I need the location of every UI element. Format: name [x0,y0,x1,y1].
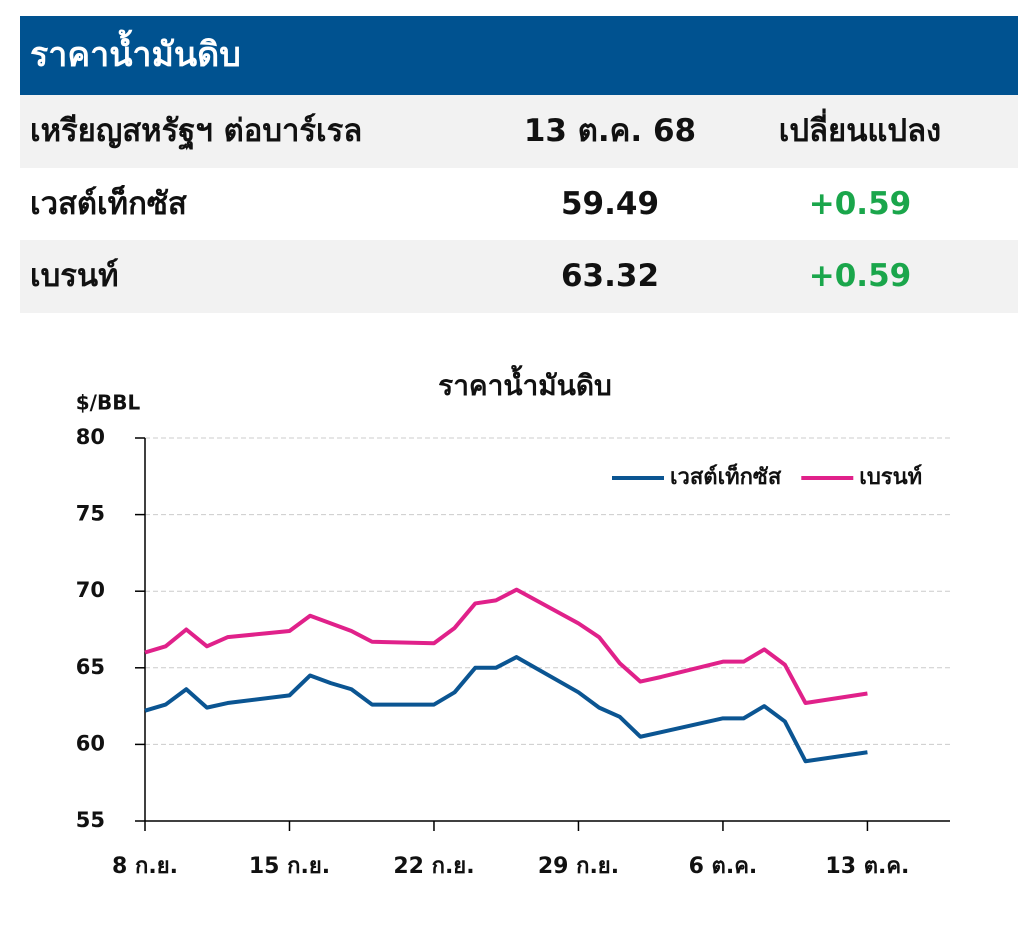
column-header: เหรียญสหรัฐฯ ต่อบาร์เรล [30,113,363,149]
x-tick-label: 13 ต.ค. [825,854,909,879]
header-title: ราคาน้ำมันดิบ [20,16,1018,95]
cell: เวสต์เท็กซัส [30,186,187,222]
table-row: เบรนท์ 63.32 +0.59 [20,240,1018,313]
y-tick-label: 80 [76,425,105,449]
cell: +0.59 [808,186,912,222]
x-tick-label: 15 ก.ย. [249,854,330,879]
legend-label: เวสต์เท็กซัส [670,462,782,490]
x-tick-label: 22 ก.ย. [393,854,474,879]
x-tick-label: 8 ก.ย. [112,854,178,879]
cell: +0.59 [808,258,912,294]
y-tick-label: 75 [76,502,105,526]
chart-title: ราคาน้ำมันดิบ [438,364,612,402]
line-series [144,587,868,706]
cell: 59.49 [560,186,660,222]
x-tick-label: 29 ก.ย. [538,854,619,879]
y-tick-label: 70 [76,578,105,602]
table-header: เหรียญสหรัฐฯ ต่อบาร์เรล 13 ต.ค. 68 เปลี่… [20,95,1018,168]
legend-label: เบรนท์ [859,464,922,490]
y-axis-label: $/BBL [76,391,141,415]
table-row: เวสต์เท็กซัส 59.49 +0.59 [20,168,1018,241]
y-tick-label: 65 [76,655,105,679]
x-tick-label: 6 ต.ค. [689,854,758,879]
column-header: เปลี่ยนแปลง [778,113,942,149]
cell: 63.32 [560,258,660,294]
line-series [144,655,868,764]
cell: เบรนท์ [30,258,119,294]
column-header: 13 ต.ค. 68 [523,113,697,149]
y-tick-label: 60 [76,731,105,755]
y-tick-label: 55 [76,808,105,832]
